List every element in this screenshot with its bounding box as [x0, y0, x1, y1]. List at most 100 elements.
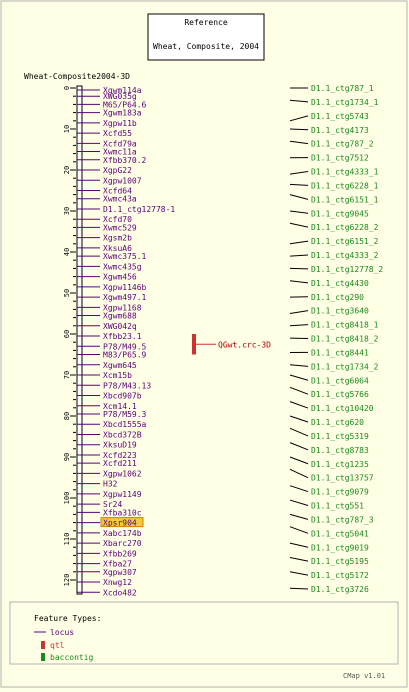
- qtl-feature[interactable]: QGwt.crc-3D: [192, 334, 271, 355]
- contig-label[interactable]: D1.1_ctg1235: [311, 460, 369, 469]
- locus-label[interactable]: Xgpw11b: [103, 119, 137, 128]
- contig-connector: [290, 365, 308, 367]
- contig-label[interactable]: D1.1_ctg5319: [311, 432, 369, 441]
- map-title[interactable]: Wheat-Composite2004-3D: [24, 72, 130, 81]
- scale-tick-label: 90: [63, 453, 71, 461]
- contig-label[interactable]: D1.1_ctg6228_2: [311, 223, 379, 232]
- scale-tick-label: 70: [63, 371, 71, 379]
- scale-tick-label: 110: [63, 533, 71, 546]
- contig-label[interactable]: D1.1_ctg787_1: [311, 84, 374, 93]
- contig-label[interactable]: D1.1_ctg9019: [311, 543, 369, 552]
- contig-label[interactable]: D1.1_ctg9079: [311, 488, 369, 497]
- contig-label[interactable]: D1.1_ctg6228_1: [311, 181, 379, 190]
- contig-connector: [290, 416, 308, 422]
- contig-label[interactable]: D1.1_ctg6151_1: [311, 195, 379, 204]
- contig-label[interactable]: D1.1_ctg5172: [311, 571, 369, 580]
- locus-label[interactable]: Xgwm497.1: [103, 293, 147, 302]
- contig-label[interactable]: D1.1_ctg10420: [311, 404, 374, 413]
- contig-connector: [290, 195, 308, 200]
- locus-label[interactable]: Xfbb370.2: [103, 156, 147, 165]
- contig-label[interactable]: D1.1_ctg8418_1: [311, 321, 379, 330]
- locus-label[interactable]: Xfba310c: [103, 508, 142, 517]
- contig-connector: [290, 241, 308, 244]
- scale-tick-label: 10: [63, 125, 71, 133]
- locus-label[interactable]: Xfbb269: [103, 549, 137, 558]
- locus-label[interactable]: Xwmc435g: [103, 262, 142, 271]
- contig-label[interactable]: D1.1_ctg4333_1: [311, 168, 379, 177]
- contig-label[interactable]: D1.1_ctg13757: [311, 474, 374, 483]
- contig-connector: [290, 500, 308, 505]
- legend: Feature Types: locus qtl baccontig: [10, 602, 398, 664]
- locus-label[interactable]: Xgwm456: [103, 273, 137, 282]
- contig-connector: [290, 514, 308, 519]
- locus-label[interactable]: P78/M43.13: [103, 381, 151, 390]
- contig-connector: [290, 184, 308, 185]
- locus-label[interactable]: Xwmc375.1: [103, 252, 147, 261]
- locus-label[interactable]: Xgpw1007: [103, 176, 142, 185]
- contig-label[interactable]: D1.1_ctg4333_2: [311, 251, 379, 260]
- contig-label[interactable]: D1.1_ctg9045: [311, 209, 369, 218]
- locus-label[interactable]: D1.1_ctg12778-1: [103, 205, 175, 214]
- contig-label[interactable]: D1.1_ctg3726: [311, 585, 369, 594]
- version-label: CMap v1.01: [343, 672, 385, 680]
- contig-label[interactable]: D1.1_ctg1734_1: [311, 98, 379, 107]
- contig-label[interactable]: D1.1_ctg6064: [311, 376, 369, 385]
- contig-label[interactable]: D1.1_ctg6151_2: [311, 237, 379, 246]
- locus-label[interactable]: Xgwm688: [103, 312, 137, 321]
- contig-label[interactable]: D1.1_ctg4430: [311, 279, 369, 288]
- contig-label[interactable]: D1.1_ctg5195: [311, 557, 369, 566]
- contig-connector: [290, 116, 308, 121]
- locus-label[interactable]: Xgwm645: [103, 361, 137, 370]
- map-bar[interactable]: [77, 86, 82, 594]
- locus-label[interactable]: XgpG22: [103, 166, 132, 175]
- locus-label[interactable]: Xcdo482: [103, 588, 137, 597]
- locus-label[interactable]: Xbcd907b: [103, 392, 142, 401]
- qtl-bar[interactable]: [192, 334, 196, 355]
- locus-label[interactable]: Xbcd372B: [103, 430, 142, 439]
- locus-label[interactable]: H32: [103, 480, 118, 489]
- contig-label[interactable]: D1.1_ctg5743: [311, 112, 369, 121]
- contig-label[interactable]: D1.1_ctg8783: [311, 446, 369, 455]
- reference-box[interactable]: Reference Wheat, Composite, 2004: [148, 14, 264, 60]
- contig-label[interactable]: D1.1_ctg620: [311, 418, 364, 427]
- legend-title: Feature Types:: [34, 614, 101, 623]
- qtl-label[interactable]: QGwt.crc-3D: [218, 340, 271, 349]
- locus-label[interactable]: Xgpw1146b: [103, 283, 147, 292]
- locus-label[interactable]: XWG042q: [103, 322, 137, 331]
- contig-label[interactable]: D1.1_ctg551: [311, 502, 364, 511]
- locus-label[interactable]: Xpsr904: [103, 519, 137, 528]
- contig-label[interactable]: D1.1_ctg5041: [311, 529, 369, 538]
- locus-label[interactable]: Xwmc529: [103, 223, 137, 232]
- contig-connector: [290, 255, 308, 256]
- locus-label[interactable]: Xcm15b: [103, 371, 132, 380]
- locus-label[interactable]: Xcfd211: [103, 459, 137, 468]
- locus-label[interactable]: Xgwm183a: [103, 109, 142, 118]
- contig-label[interactable]: D1.1_ctg290: [311, 293, 364, 302]
- contig-label[interactable]: D1.1_ctg787_3: [311, 515, 374, 524]
- locus-label[interactable]: Xgsm2b: [103, 234, 132, 243]
- locus-label[interactable]: Xgpw307: [103, 568, 137, 577]
- locus-label[interactable]: P78/M59.3: [103, 410, 147, 419]
- contig-label[interactable]: D1.1_ctg5766: [311, 390, 369, 399]
- locus-label[interactable]: Xbcd1555a: [103, 420, 147, 429]
- locus-label[interactable]: Xcfd55: [103, 129, 132, 138]
- contig-label[interactable]: D1.1_ctg787_2: [311, 140, 374, 149]
- locus-label[interactable]: Xgpw1062: [103, 469, 142, 478]
- locus-label[interactable]: M83/P65.9: [103, 351, 147, 360]
- contig-label[interactable]: D1.1_ctg1734_2: [311, 362, 379, 371]
- locus-label[interactable]: Xnwg12: [103, 578, 132, 587]
- locus-label[interactable]: Xbarc270: [103, 539, 142, 548]
- contig-label[interactable]: D1.1_ctg8418_2: [311, 335, 379, 344]
- contig-label[interactable]: D1.1_ctg3640: [311, 307, 369, 316]
- scale-tick-label: 40: [63, 248, 71, 256]
- scale-tick-label: 0: [63, 86, 71, 90]
- locus-label[interactable]: Xgpw1149: [103, 490, 142, 499]
- locus-label[interactable]: Xfbb23.1: [103, 332, 142, 341]
- locus-label[interactable]: XksuD19: [103, 441, 137, 450]
- contig-label[interactable]: D1.1_ctg12778_2: [311, 265, 383, 274]
- locus-label[interactable]: Xwmc43a: [103, 195, 137, 204]
- contig-label[interactable]: D1.1_ctg4173: [311, 126, 369, 135]
- contig-label[interactable]: D1.1_ctg8441: [311, 348, 369, 357]
- locus-label[interactable]: Xabc174b: [103, 529, 142, 538]
- contig-label[interactable]: D1.1_ctg7512: [311, 154, 369, 163]
